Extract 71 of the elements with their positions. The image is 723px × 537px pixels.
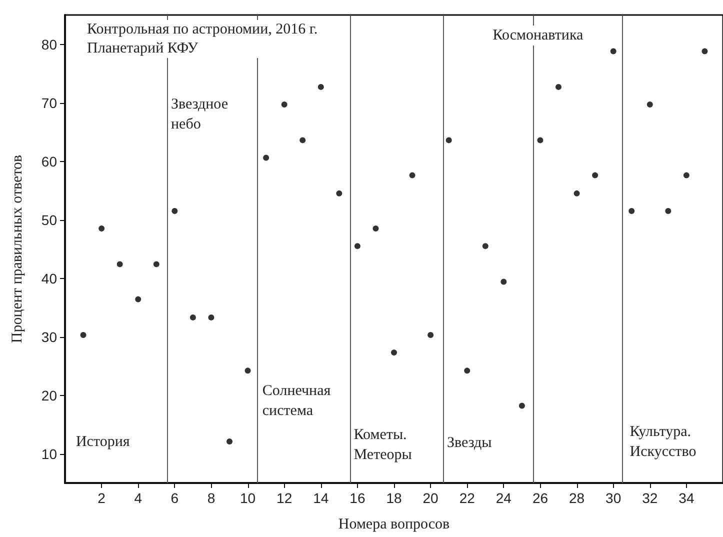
y-tick-label: 80 bbox=[41, 36, 58, 52]
x-tick-label: 26 bbox=[532, 490, 548, 506]
point bbox=[300, 137, 306, 144]
point bbox=[574, 190, 580, 196]
point bbox=[409, 172, 416, 178]
point bbox=[372, 226, 379, 232]
x-tick-label: 6 bbox=[170, 490, 179, 506]
y-tick-label: 40 bbox=[41, 270, 58, 286]
point bbox=[354, 243, 360, 250]
point bbox=[208, 314, 214, 320]
point bbox=[665, 208, 672, 214]
y-tick-label: 30 bbox=[41, 328, 58, 345]
point bbox=[391, 350, 397, 356]
point bbox=[153, 261, 160, 268]
point bbox=[610, 48, 616, 54]
point bbox=[98, 226, 105, 232]
x-tick-label: 16 bbox=[350, 490, 366, 506]
point bbox=[135, 296, 142, 302]
point bbox=[172, 208, 178, 214]
y-tick-label: 10 bbox=[41, 446, 58, 462]
point bbox=[190, 314, 196, 320]
y-tick-label: 50 bbox=[41, 212, 58, 228]
x-tick-label: 4 bbox=[134, 490, 142, 506]
x-tick-label: 14 bbox=[313, 490, 329, 506]
point bbox=[556, 84, 562, 90]
point bbox=[592, 172, 598, 178]
y-tick-label: 70 bbox=[41, 94, 58, 111]
point bbox=[336, 190, 342, 196]
y-axis-title: Процент правильных ответов bbox=[10, 154, 26, 344]
x-tick-label: 30 bbox=[606, 490, 622, 506]
point bbox=[428, 332, 434, 338]
point bbox=[702, 48, 708, 54]
point bbox=[318, 84, 324, 90]
annotation: Солнечная система bbox=[262, 383, 331, 420]
y-tick-label: 20 bbox=[41, 387, 58, 404]
point bbox=[281, 102, 288, 108]
annotation: Культура. Искусство bbox=[630, 424, 696, 460]
annotation: Звезды bbox=[447, 435, 492, 452]
point bbox=[80, 332, 86, 338]
x-tick-label: 18 bbox=[386, 490, 402, 506]
point bbox=[244, 368, 251, 374]
y-tick-label: 60 bbox=[41, 153, 58, 170]
x-tick-label: 20 bbox=[422, 490, 439, 506]
x-tick-label: 24 bbox=[496, 490, 512, 506]
x-tick-label: 28 bbox=[568, 490, 585, 506]
x-tick-label: 22 bbox=[459, 490, 476, 506]
text: Планетарий КФУ bbox=[87, 40, 198, 56]
point bbox=[646, 102, 653, 108]
point bbox=[446, 137, 452, 144]
annotation: Кометы. Метеоры bbox=[354, 426, 412, 463]
point bbox=[628, 208, 635, 214]
x-tick-label: 12 bbox=[276, 490, 292, 506]
point bbox=[226, 438, 232, 444]
x-tick-label: 32 bbox=[642, 490, 658, 506]
x-tick-label: 8 bbox=[207, 490, 216, 506]
x-axis-title: Номера вопросов bbox=[338, 516, 450, 532]
point bbox=[537, 137, 544, 144]
point bbox=[464, 368, 470, 374]
annotation: История bbox=[76, 434, 130, 450]
point bbox=[518, 402, 525, 409]
chart-title: Контрольная по астрономии, 2016 г. bbox=[87, 22, 318, 38]
annotation: Космонавтика bbox=[492, 27, 584, 44]
point bbox=[683, 172, 690, 178]
point bbox=[116, 261, 123, 268]
x-tick-label: 34 bbox=[678, 490, 694, 506]
annotation: Звездное небо bbox=[171, 96, 228, 132]
x-tick-label: 2 bbox=[98, 490, 106, 506]
point bbox=[482, 243, 488, 250]
x-tick-label: 10 bbox=[240, 490, 256, 506]
point bbox=[500, 278, 507, 285]
point bbox=[263, 154, 270, 161]
